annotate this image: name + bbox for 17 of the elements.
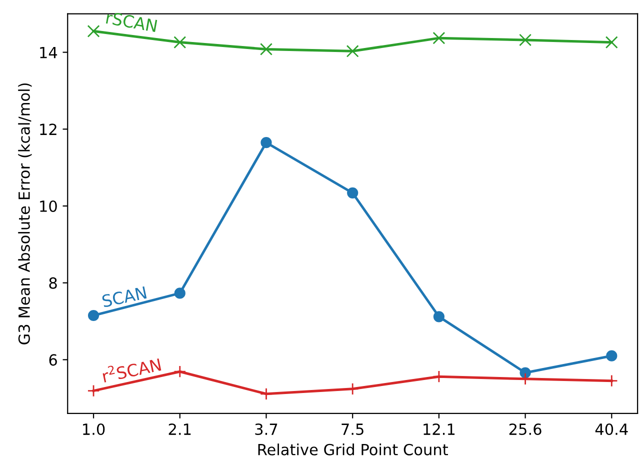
x-axis-title: Relative Grid Point Count xyxy=(258,444,448,456)
y-tick-label: 10 xyxy=(40,200,57,212)
x-tick-label: 12.1 xyxy=(424,423,455,435)
y-tick-label: 14 xyxy=(40,46,58,58)
text: rSCAN xyxy=(106,11,158,32)
x-tick-label: 40.4 xyxy=(595,423,628,436)
text: SCAN xyxy=(102,286,147,308)
text: r$^{2}$SCAN xyxy=(101,356,162,383)
x-tick-label: 3.7 xyxy=(255,423,278,436)
y-axis-title: G3 Mean Absolute Error (kcal/mol) xyxy=(18,83,32,344)
x-tick-label: 25.6 xyxy=(509,423,542,436)
y-tick-label: 8 xyxy=(49,277,57,289)
x-tick-label: 1.0 xyxy=(83,423,105,436)
x-tick-label: 7.5 xyxy=(342,424,364,436)
y-tick-label: 12 xyxy=(40,124,56,135)
y-tick-label: 6 xyxy=(49,354,57,366)
x-tick-label: 2.1 xyxy=(168,423,191,435)
